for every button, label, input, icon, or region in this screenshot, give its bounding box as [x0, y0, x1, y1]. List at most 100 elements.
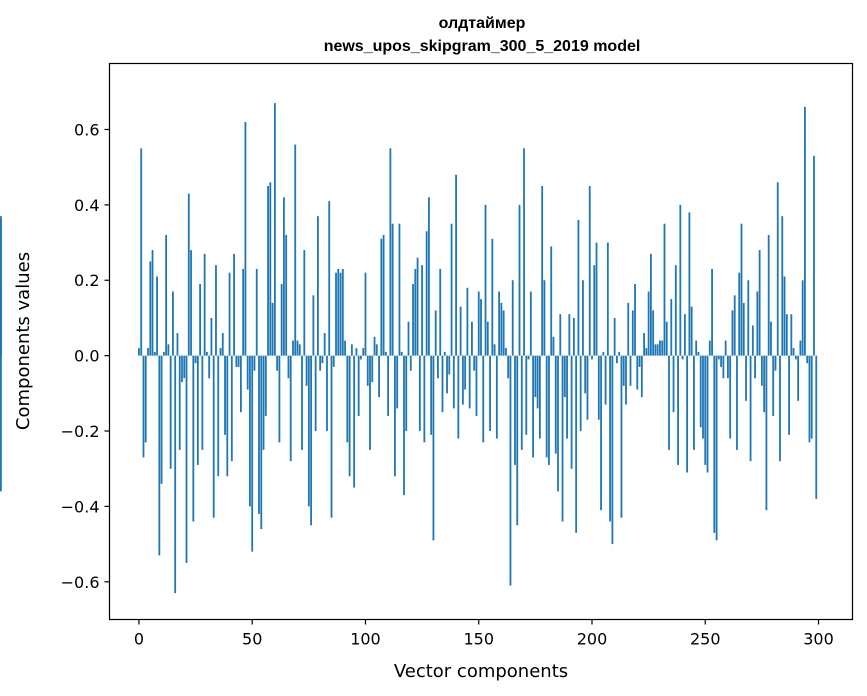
bar	[711, 268, 713, 356]
bar	[416, 257, 419, 356]
bar	[196, 355, 199, 465]
bar	[670, 299, 673, 356]
bar	[484, 204, 487, 356]
bar	[538, 355, 541, 439]
bar	[681, 355, 684, 360]
bar	[206, 351, 208, 356]
bar	[502, 310, 505, 356]
bar	[729, 355, 732, 439]
bar	[810, 355, 813, 439]
bar	[271, 302, 274, 356]
bar	[307, 355, 310, 507]
bar	[203, 253, 206, 356]
bar	[543, 280, 546, 356]
bar	[489, 355, 491, 432]
bar	[790, 314, 793, 356]
bar	[602, 351, 605, 356]
bar	[457, 355, 460, 439]
bar	[258, 355, 260, 514]
bar	[652, 310, 655, 356]
bar	[384, 351, 387, 356]
bar	[514, 355, 516, 465]
bar	[0, 219, 2, 356]
bar	[398, 223, 401, 356]
bar	[627, 302, 630, 356]
bar	[572, 317, 575, 356]
bar	[550, 246, 553, 356]
bar	[412, 284, 414, 356]
bar	[473, 355, 476, 371]
bar	[772, 355, 775, 416]
bar	[230, 355, 233, 462]
bar	[375, 344, 378, 356]
bar	[613, 317, 616, 356]
bar	[745, 355, 747, 401]
bar	[763, 355, 766, 413]
bar	[647, 291, 650, 356]
bar	[226, 355, 229, 477]
y-axis-label: Components values	[13, 252, 34, 430]
bar	[185, 355, 188, 563]
bar	[219, 348, 222, 356]
bar	[631, 310, 634, 356]
bar	[427, 197, 430, 356]
bar	[806, 355, 809, 364]
bar	[174, 355, 177, 594]
bar	[461, 355, 464, 405]
bar	[595, 242, 598, 356]
bar	[695, 340, 698, 356]
bar	[505, 348, 507, 356]
bar	[477, 291, 480, 356]
bar	[289, 355, 292, 462]
bar	[659, 340, 661, 356]
bar	[346, 355, 349, 443]
plot-frame	[108, 62, 854, 621]
bar	[740, 223, 743, 356]
bar	[534, 355, 537, 398]
bar	[448, 355, 451, 375]
bar	[380, 238, 383, 356]
bar	[328, 201, 331, 356]
bar	[717, 355, 720, 360]
bar	[443, 351, 446, 356]
bar	[156, 276, 158, 356]
bar	[294, 144, 297, 356]
bar	[618, 351, 621, 356]
bar	[677, 355, 679, 465]
bar	[697, 351, 700, 356]
bar	[387, 355, 390, 416]
bar	[455, 174, 457, 356]
bar	[405, 355, 408, 432]
bar	[403, 355, 405, 496]
bar	[747, 280, 750, 356]
bar	[430, 355, 433, 435]
bar	[319, 355, 322, 371]
bar	[468, 355, 471, 409]
bar	[552, 336, 555, 356]
bar	[210, 317, 213, 356]
bar	[686, 355, 689, 473]
bar	[640, 355, 643, 398]
bar	[731, 310, 734, 356]
bar	[153, 351, 156, 356]
bar	[162, 351, 165, 356]
bar	[418, 355, 421, 432]
bar	[165, 235, 168, 356]
bar	[389, 148, 392, 356]
bar	[742, 302, 745, 356]
bar	[394, 355, 396, 477]
bar	[140, 148, 143, 356]
bar	[434, 310, 437, 356]
bar	[452, 355, 455, 409]
chart-title: олдтаймер	[439, 15, 526, 32]
bar	[280, 284, 283, 356]
bar	[523, 148, 525, 356]
bar	[482, 355, 485, 443]
bar	[788, 355, 790, 435]
bar	[668, 355, 670, 450]
bar	[586, 355, 589, 420]
bar	[813, 155, 815, 356]
bar	[582, 280, 584, 356]
bar	[212, 355, 215, 518]
bar	[525, 355, 528, 435]
